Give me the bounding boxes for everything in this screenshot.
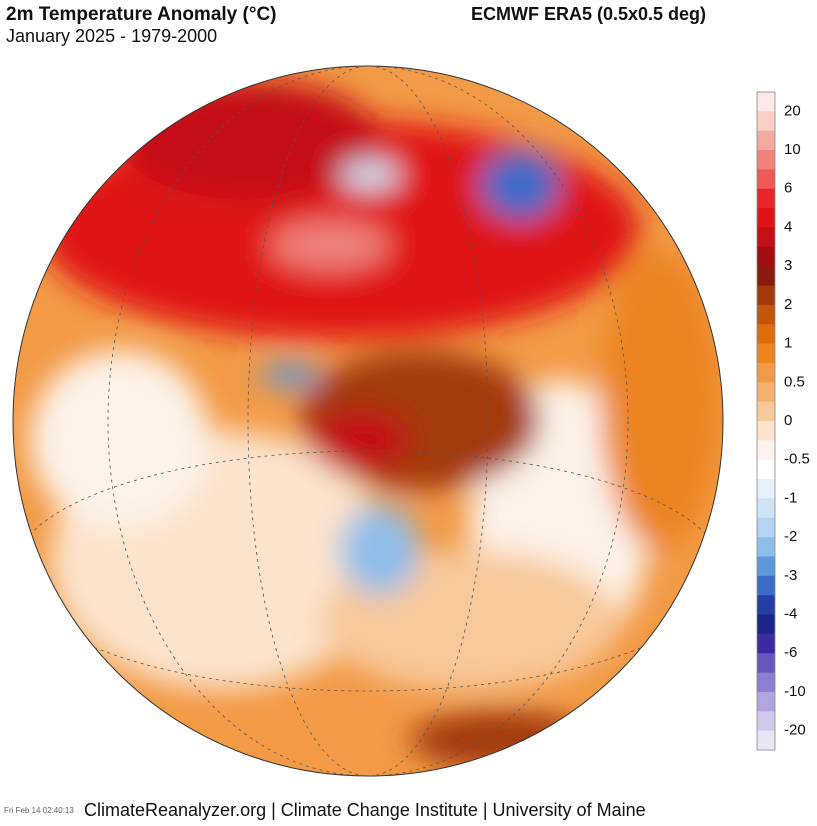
colorbar-swatch <box>757 150 775 170</box>
colorbar-swatch <box>757 382 775 403</box>
colorbar-label: 10 <box>784 141 801 158</box>
colorbar-swatch <box>757 479 775 499</box>
colorbar-swatch <box>757 130 775 151</box>
colorbar-swatch <box>757 711 775 732</box>
colorbar-swatch <box>757 208 775 228</box>
colorbar-swatch <box>757 343 775 364</box>
colorbar-swatch <box>757 633 775 654</box>
colorbar-label: 0 <box>784 412 792 429</box>
subtitle: January 2025 - 1979-2000 <box>6 26 218 46</box>
colorbar-swatch <box>757 169 775 190</box>
colorbar-swatch <box>757 614 775 635</box>
credit: ClimateReanalyzer.org | Climate Change I… <box>84 800 646 820</box>
colorbar-swatch <box>757 730 775 751</box>
colorbar-label: 4 <box>784 218 792 235</box>
colorbar-swatch <box>757 556 775 577</box>
colorbar-label: -0.5 <box>784 451 810 468</box>
colorbar-swatch <box>757 246 775 267</box>
colorbar-label: 1 <box>784 335 792 352</box>
colorbar-label: 0.5 <box>784 373 805 390</box>
colorbar-swatch <box>757 92 775 112</box>
colorbar-swatch <box>757 498 775 519</box>
colorbar-label: -3 <box>784 567 797 584</box>
colorbar-label: 3 <box>784 257 792 274</box>
colorbar-frame <box>756 91 776 751</box>
colorbar-swatch <box>757 575 775 596</box>
colorbar-label: 6 <box>784 180 792 197</box>
colorbar-swatch <box>757 440 775 461</box>
colorbar-swatch <box>757 285 775 306</box>
colorbar-label: -6 <box>784 644 797 661</box>
colorbar-swatch <box>757 537 775 557</box>
colorbar-swatch <box>757 304 775 325</box>
colorbar: 20 10 6 4 3 2 1 0.5 0 -0.5 -1 -2 -3 -4 -6 -10 -20 <box>756 91 810 751</box>
source: ECMWF ERA5 (0.5x0.5 deg) <box>471 4 707 24</box>
colorbar-label: 2 <box>784 296 792 313</box>
colorbar-swatch <box>757 324 775 345</box>
colorbar-label: -1 <box>784 489 797 506</box>
colorbar-label: -20 <box>784 722 806 739</box>
colorbar-label: -4 <box>784 605 797 622</box>
colorbar-swatch <box>757 459 775 480</box>
colorbar-swatch <box>757 421 775 441</box>
colorbar-swatch <box>757 517 775 538</box>
title: 2m Temperature Anomaly (°C) <box>6 4 277 25</box>
colorbar-label: -10 <box>784 683 806 700</box>
colorbar-swatch <box>757 401 775 422</box>
colorbar-swatch <box>757 111 775 132</box>
colorbar-swatch <box>757 691 775 712</box>
globe <box>13 66 723 776</box>
colorbar-swatch <box>757 266 775 287</box>
timestamp: Fri Feb 14 02:40:13 <box>4 806 74 815</box>
colorbar-swatch <box>757 227 775 248</box>
colorbar-label: -2 <box>784 528 797 545</box>
colorbar-swatch <box>757 188 775 209</box>
colorbar-label: 20 <box>784 102 801 119</box>
colorbar-swatch <box>757 672 775 693</box>
colorbar-swatch <box>757 595 775 616</box>
colorbar-swatch <box>757 653 775 674</box>
colorbar-swatch <box>757 362 775 383</box>
